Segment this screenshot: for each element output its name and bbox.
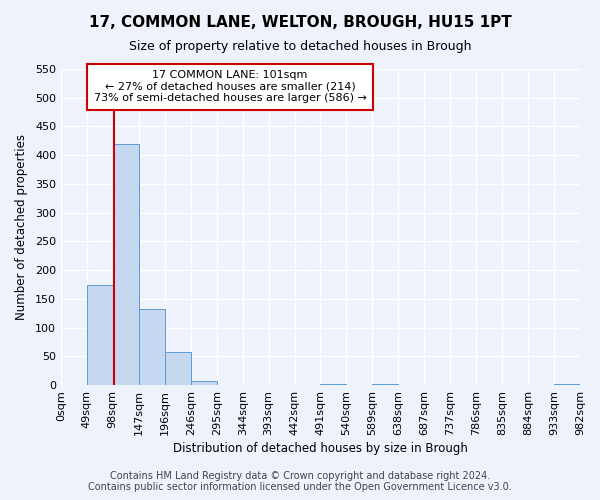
Bar: [113, 144, 139, 385]
Bar: [139, 308, 164, 385]
Bar: [554, 384, 580, 385]
Bar: [87, 284, 113, 385]
Bar: [164, 352, 191, 385]
Bar: [191, 381, 217, 385]
Text: Contains HM Land Registry data © Crown copyright and database right 2024.
Contai: Contains HM Land Registry data © Crown c…: [88, 471, 512, 492]
Text: Size of property relative to detached houses in Brough: Size of property relative to detached ho…: [129, 40, 471, 53]
Bar: [372, 384, 398, 385]
Y-axis label: Number of detached properties: Number of detached properties: [15, 134, 28, 320]
Bar: [320, 384, 346, 385]
Text: 17 COMMON LANE: 101sqm
← 27% of detached houses are smaller (214)
73% of semi-de: 17 COMMON LANE: 101sqm ← 27% of detached…: [94, 70, 367, 103]
X-axis label: Distribution of detached houses by size in Brough: Distribution of detached houses by size …: [173, 442, 468, 455]
Text: 17, COMMON LANE, WELTON, BROUGH, HU15 1PT: 17, COMMON LANE, WELTON, BROUGH, HU15 1P…: [89, 15, 511, 30]
